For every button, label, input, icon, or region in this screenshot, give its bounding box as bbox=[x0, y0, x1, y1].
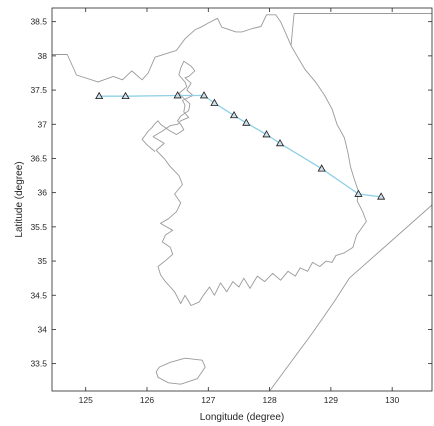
y-tick-label: 38 bbox=[38, 51, 48, 61]
x-tick-label: 126 bbox=[140, 395, 154, 405]
y-tick-label: 37 bbox=[38, 119, 48, 129]
series-layer bbox=[95, 91, 386, 200]
x-tick-label: 128 bbox=[262, 395, 276, 405]
map-coastline bbox=[141, 14, 367, 306]
y-tick-label: 33.5 bbox=[30, 359, 47, 369]
series-line bbox=[99, 94, 382, 198]
x-tick-label: 127 bbox=[201, 395, 215, 405]
y-tick-label: 35 bbox=[38, 256, 48, 266]
map-land-edge bbox=[290, 13, 432, 46]
map-jeju-island bbox=[155, 357, 206, 385]
x-tick-label: 130 bbox=[385, 395, 399, 405]
data-point-marker bbox=[275, 139, 285, 147]
data-point-marker bbox=[377, 192, 386, 200]
x-axis: 125 126 127 128 129 130 bbox=[79, 8, 400, 405]
y-axis: 33.5 34 34.5 35 35.5 36 36.5 37 37.5 38 38.5 bbox=[30, 17, 432, 369]
y-tick-label: 35.5 bbox=[30, 222, 47, 232]
y-tick-label: 38.5 bbox=[30, 17, 47, 27]
y-tick-label: 36 bbox=[38, 188, 48, 198]
data-point-marker bbox=[229, 110, 239, 119]
x-tick-label: 125 bbox=[79, 395, 93, 405]
plot-frame bbox=[51, 7, 433, 392]
data-point-marker bbox=[95, 91, 104, 100]
map-layer bbox=[52, 13, 433, 392]
data-point-marker bbox=[121, 91, 130, 100]
data-point-marker bbox=[210, 98, 219, 106]
data-point-marker bbox=[262, 130, 271, 138]
x-tick-label: 129 bbox=[324, 395, 338, 405]
map-sea-boundary bbox=[269, 204, 433, 392]
y-tick-label: 34.5 bbox=[30, 290, 47, 300]
y-tick-label: 34 bbox=[38, 324, 48, 334]
data-point-marker bbox=[354, 189, 363, 197]
data-point-marker bbox=[242, 118, 251, 126]
y-tick-label: 36.5 bbox=[30, 153, 47, 163]
map-border-line bbox=[52, 54, 156, 83]
y-tick-label: 37.5 bbox=[30, 85, 47, 95]
data-point-marker bbox=[199, 91, 209, 99]
data-point-marker bbox=[173, 91, 182, 99]
data-point-marker bbox=[317, 164, 326, 172]
y-axis-label: Latitude (degree) bbox=[14, 161, 25, 237]
x-axis-label: Longitude (degree) bbox=[200, 412, 285, 423]
